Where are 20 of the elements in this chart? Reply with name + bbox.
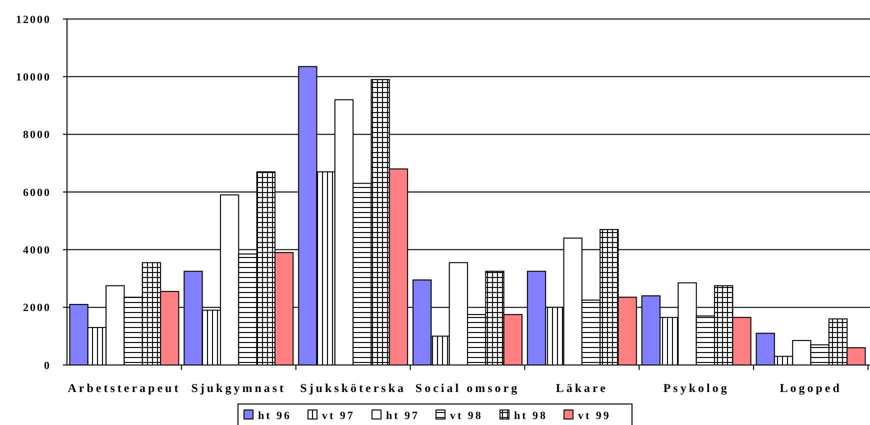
x-tick-label: Läkare [556, 381, 608, 395]
legend-label: vt 99 [578, 410, 611, 422]
x-tick-label: Psykolog [663, 381, 730, 395]
y-tick-label: 12000 [16, 14, 51, 26]
x-tick-label: Sjuksköterska [300, 381, 406, 395]
x-tick-label: Logoped [780, 381, 842, 395]
x-tick-label: Arbetsterapeut [68, 381, 181, 395]
y-tick-label: 8000 [23, 129, 51, 142]
y-tick-label: 2000 [23, 302, 51, 314]
legend-label: vt 97 [322, 410, 355, 422]
y-tick-label: 6000 [23, 186, 51, 199]
y-tick-label: 4000 [23, 244, 51, 257]
legend-label: ht 97 [386, 410, 420, 422]
legend-label: ht 98 [514, 410, 548, 422]
legend-label: ht 96 [258, 410, 292, 422]
x-tick-label: Social omsorg [415, 381, 520, 395]
x-tick-label: Sjukgymnast [191, 381, 286, 395]
y-tick-label: 0 [44, 360, 51, 372]
y-tick-label: 10000 [16, 72, 51, 84]
legend-label: vt 98 [450, 410, 483, 422]
